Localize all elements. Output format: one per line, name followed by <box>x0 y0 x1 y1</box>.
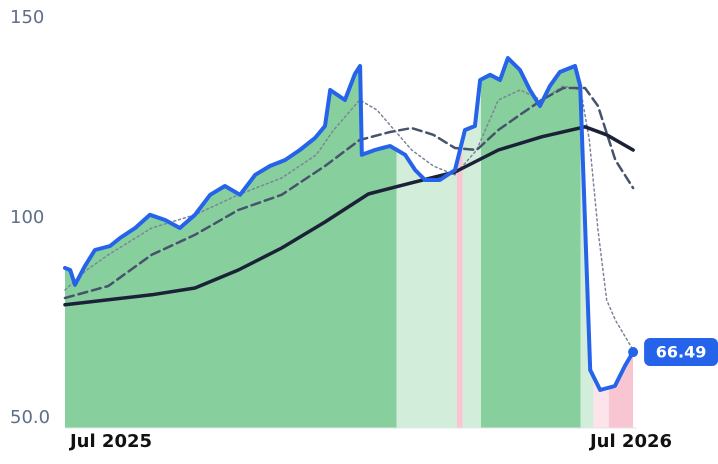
region-fill <box>456 58 463 428</box>
value-label: 66.49 <box>656 343 707 362</box>
labels: 50.0 100 150 Jul 2025 Jul 2026 66.49 <box>10 7 718 452</box>
line-series <box>64 85 634 351</box>
last-point <box>628 347 639 358</box>
region-fill <box>462 58 481 428</box>
region-fill <box>481 58 581 428</box>
region-fill <box>65 58 397 428</box>
y-tick-label: 100 <box>10 207 44 228</box>
value-badge <box>644 338 718 367</box>
regions <box>65 58 634 428</box>
region-fill <box>593 58 609 428</box>
line-series <box>63 125 635 307</box>
x-tick-label: Jul 2025 <box>68 431 152 452</box>
y-tick-label: 150 <box>10 7 44 28</box>
y-tick-label: 50.0 <box>10 407 50 428</box>
region-fill <box>608 58 634 428</box>
line-series <box>63 56 636 392</box>
line-series <box>63 86 635 300</box>
x-tick-label: Jul 2026 <box>588 431 672 452</box>
region-fill <box>396 58 457 428</box>
lines <box>63 56 639 392</box>
